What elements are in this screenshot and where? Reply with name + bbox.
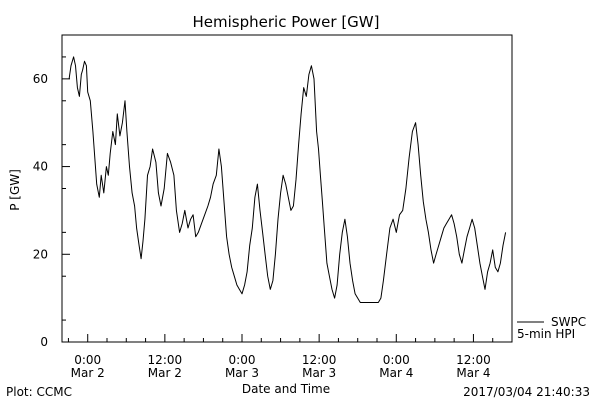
x-tick-label-time: 12:00 [148,353,183,367]
x-tick-label-time: 0:00 [383,353,410,367]
legend: SWPC 5-min HPI [517,315,586,341]
footer-right: 2017/03/04 21:40:33 [463,385,590,399]
x-tick-label-date: Mar 2 [148,366,182,380]
x-tick-label-date: Mar 3 [225,366,259,380]
x-tick-label-date: Mar 4 [456,366,490,380]
chart-title: Hemispheric Power [GW] [193,13,380,31]
x-axis-label: Date and Time [242,382,330,396]
legend-hpi-label: 5-min HPI [517,327,575,341]
y-axis: 0 20 40 60 [33,56,70,349]
y-tick-label: 60 [33,72,48,86]
x-tick-label-time: 12:00 [456,353,491,367]
y-tick-label: 0 [40,335,48,349]
x-tick-label-date: Mar 2 [71,366,105,380]
x-tick-label-time: 0:00 [74,353,101,367]
x-tick-label-time: 12:00 [302,353,337,367]
footer-left: Plot: CCMC [6,385,72,399]
legend-swpc-label: SWPC [551,315,586,329]
series-line-swpc [68,56,507,303]
x-tick-label-time: 0:00 [229,353,256,367]
x-tick-label-date: Mar 4 [379,366,413,380]
y-tick-label: 20 [33,247,48,261]
x-tick-label-date: Mar 3 [302,366,336,380]
y-axis-label: P [GW] [8,169,22,211]
y-tick-label: 40 [33,160,48,174]
series-layer [68,56,507,303]
